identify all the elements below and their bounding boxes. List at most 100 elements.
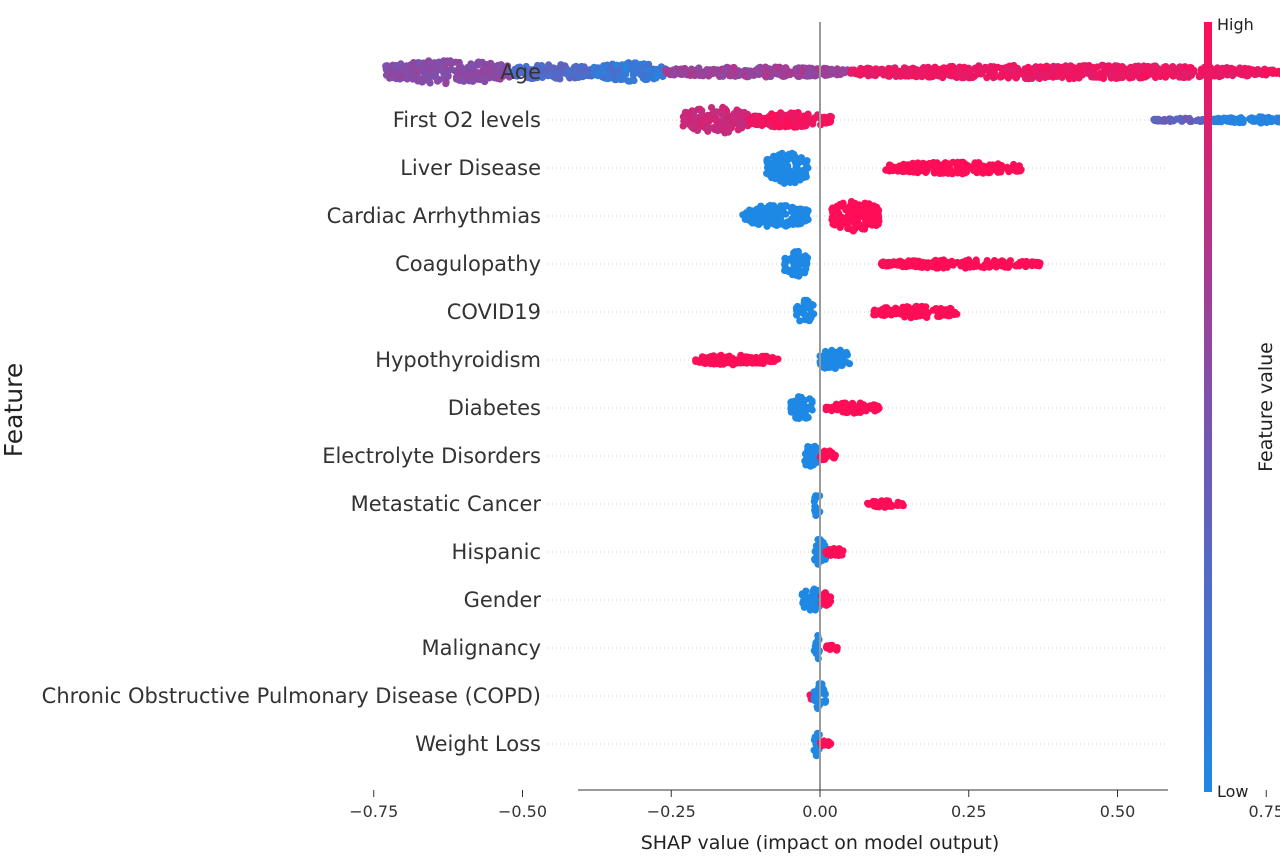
shap-point (1275, 118, 1280, 126)
shap-point (872, 207, 880, 215)
shap-point (811, 508, 819, 516)
shap-point (774, 63, 782, 72)
shap-point (755, 70, 763, 78)
shap-point (1031, 258, 1039, 267)
shap-point (518, 69, 527, 77)
shap-point (839, 199, 847, 207)
shap-point (898, 500, 906, 508)
shap-point (977, 263, 985, 271)
shap-point (792, 205, 800, 213)
shap-point (734, 126, 742, 134)
shap-point (473, 69, 481, 77)
shap-point (474, 75, 482, 83)
shap-point (810, 647, 818, 655)
shap-point (1032, 67, 1040, 76)
shap-point (838, 354, 846, 362)
shap-point (800, 260, 808, 268)
shap-point (538, 73, 547, 81)
shap-point (741, 72, 749, 80)
shap-point (797, 210, 805, 218)
shap-point (920, 64, 928, 72)
shap-point (1136, 65, 1144, 73)
shap-point (900, 166, 908, 174)
shap-point (719, 72, 727, 80)
shap-point (725, 72, 734, 80)
shap-point (400, 67, 408, 75)
shap-point (838, 406, 846, 414)
shap-point (696, 357, 704, 365)
shap-point (1243, 72, 1251, 80)
shap-point (969, 164, 977, 173)
shap-point (832, 358, 841, 366)
shap-point (905, 262, 914, 270)
shap-point (1064, 65, 1072, 73)
shap-point (569, 68, 578, 76)
shap-point (1215, 70, 1223, 78)
shap-point (796, 317, 804, 325)
shap-point (772, 204, 780, 213)
shap-point (541, 68, 550, 76)
shap-point (824, 360, 832, 368)
shap-point (892, 310, 900, 318)
shap-point (983, 259, 991, 267)
shap-point (908, 308, 916, 316)
colorbar-title: Feature value (1255, 342, 1277, 472)
shap-point (599, 67, 607, 75)
shap-point (1022, 69, 1031, 77)
shap-point (785, 168, 793, 176)
shap-point (780, 203, 789, 211)
shap-point (812, 492, 820, 500)
shap-point (977, 65, 985, 73)
shap-point (833, 646, 841, 654)
shap-point (803, 209, 811, 217)
shap-point (1075, 71, 1084, 79)
shap-point (1239, 116, 1247, 125)
shap-point (1153, 115, 1161, 123)
shap-point (849, 227, 857, 235)
shap-point (640, 62, 648, 70)
shap-point (463, 73, 471, 82)
shap-point (795, 117, 804, 125)
shap-point (926, 159, 934, 168)
shap-point (1228, 70, 1236, 78)
shap-point (828, 213, 837, 221)
shap-point (786, 69, 795, 77)
shap-point (881, 502, 889, 510)
shap-point (1016, 164, 1024, 172)
shap-point (901, 313, 909, 321)
shap-point (778, 218, 787, 227)
shap-point (752, 353, 760, 362)
colorbar: High Low Feature value (1204, 15, 1277, 801)
shap-point (1211, 115, 1219, 123)
shap-point (826, 740, 834, 748)
shap-point (779, 72, 787, 80)
shap-point (1118, 63, 1126, 71)
shap-point (864, 72, 872, 80)
shap-point (988, 67, 997, 75)
shap-point (583, 70, 591, 78)
shap-point (1187, 64, 1195, 72)
shap-point (821, 71, 829, 80)
shap-point (831, 548, 839, 556)
shap-point (998, 164, 1006, 172)
shap-point (812, 113, 821, 121)
shap-point (879, 261, 887, 269)
shap-point (912, 166, 921, 174)
colorbar-low-label: Low (1217, 782, 1249, 801)
shap-point (800, 122, 808, 130)
shap-point (714, 127, 722, 135)
feature-label: Hypothyroidism (375, 348, 541, 372)
shap-point (1065, 75, 1073, 83)
shap-point (812, 750, 820, 758)
shap-point (1187, 71, 1196, 79)
shap-point (966, 263, 974, 271)
shap-point (552, 74, 561, 82)
shap-point (1197, 67, 1206, 75)
feature-label: COVID19 (447, 300, 541, 324)
shap-point (997, 73, 1005, 81)
shap-point (823, 550, 831, 558)
feature-label: Malignancy (422, 636, 541, 660)
feature-label: Diabetes (448, 396, 541, 420)
shap-point (698, 110, 706, 118)
shap-point (942, 160, 951, 168)
